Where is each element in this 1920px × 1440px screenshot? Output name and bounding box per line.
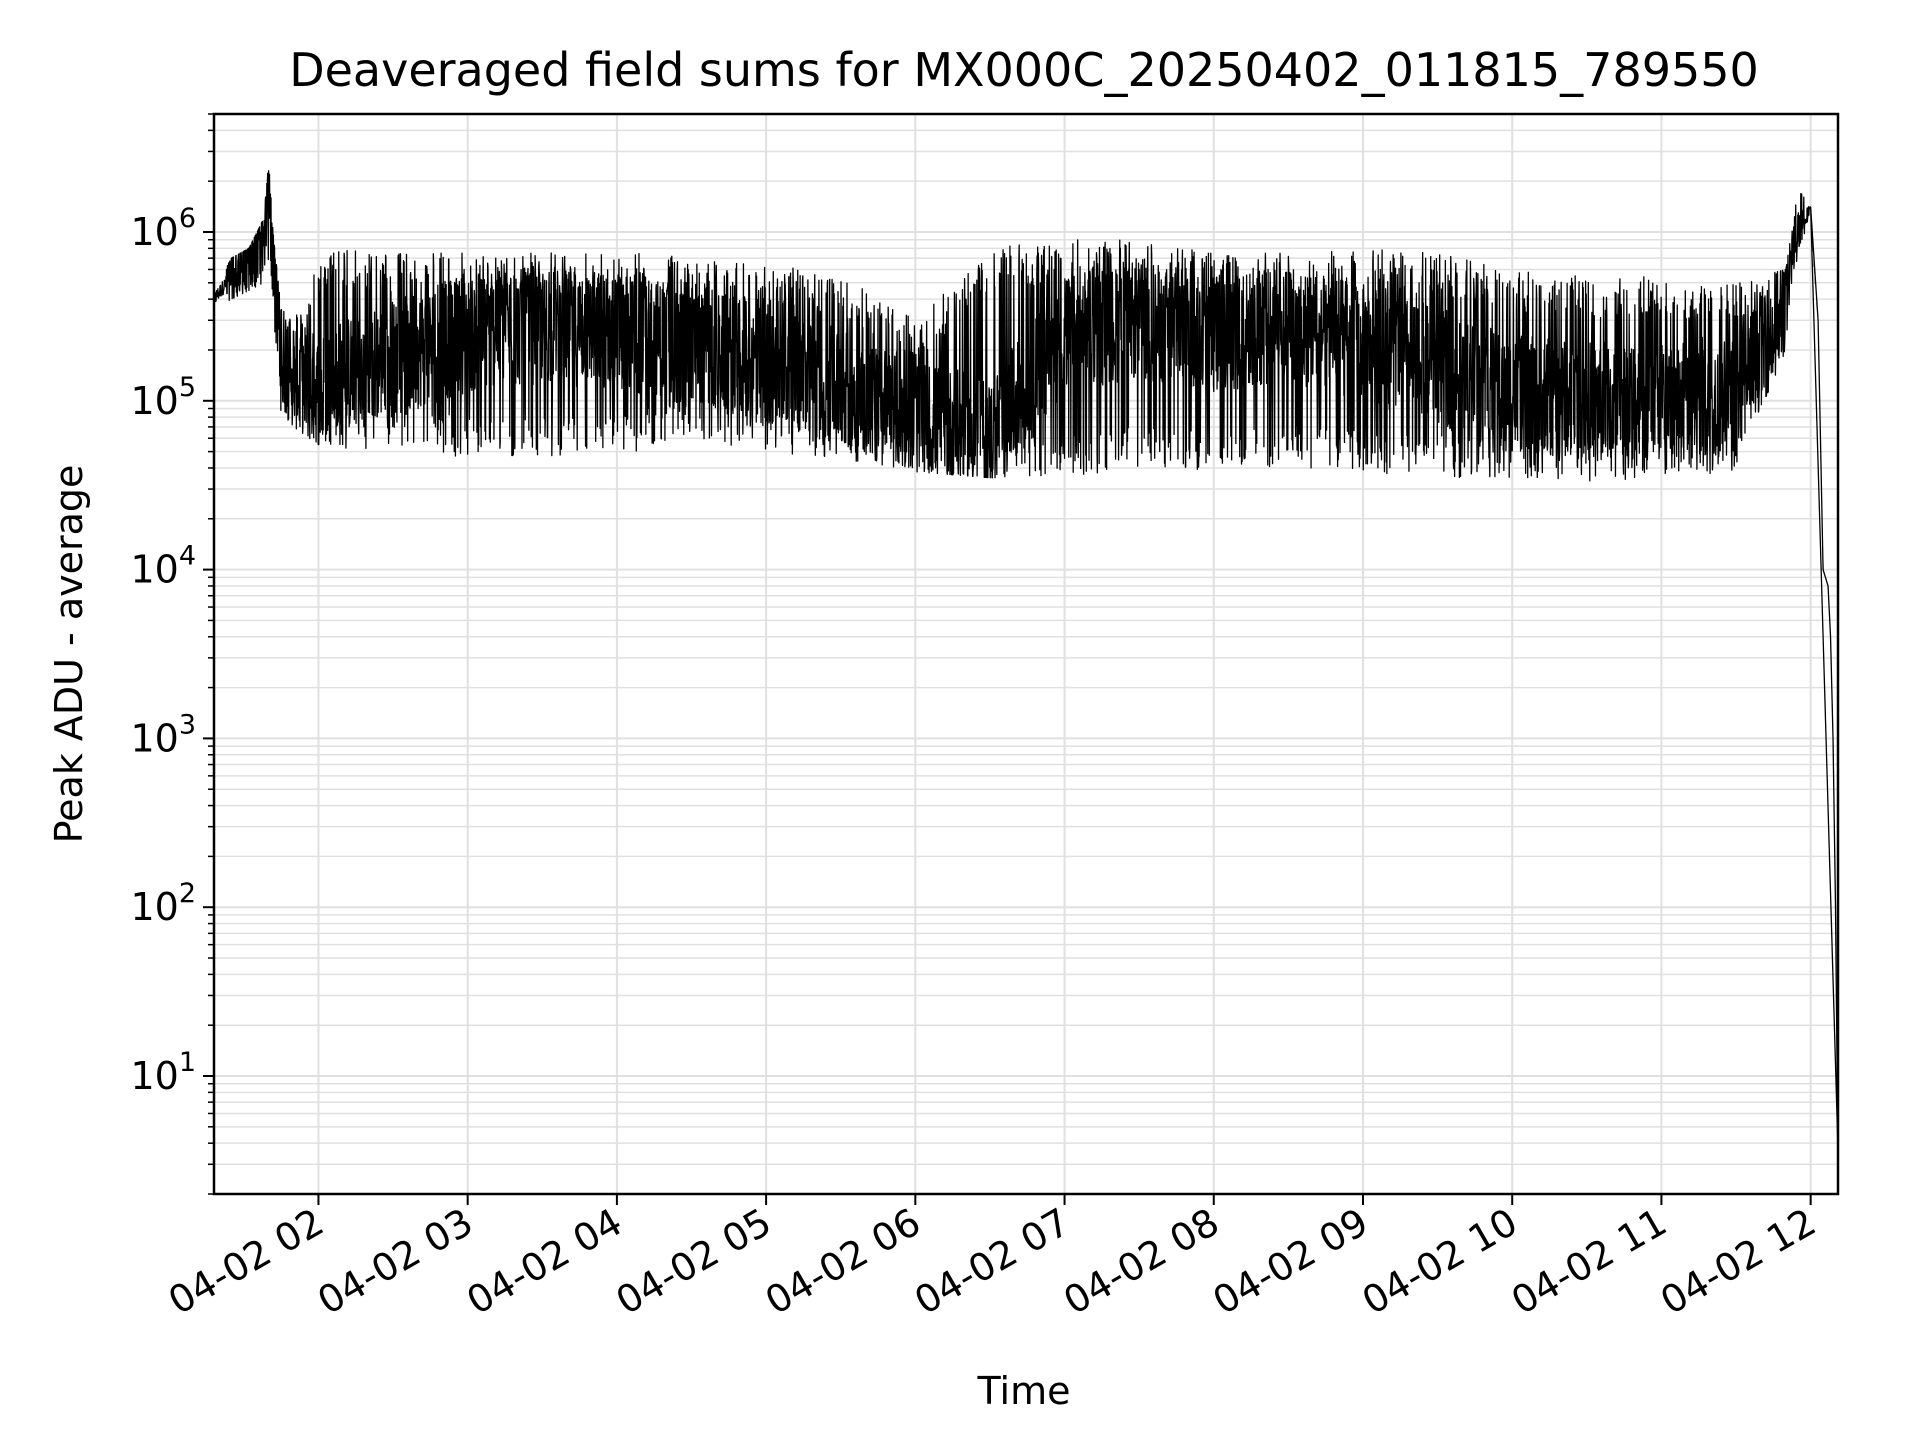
chart-title: Deaveraged field sums for MX000C_2025040… xyxy=(289,43,1759,97)
series-line xyxy=(213,170,1839,1165)
data-line xyxy=(213,170,1839,1165)
y-tick-label: 101 xyxy=(130,1047,196,1098)
plot-frame xyxy=(212,112,1840,1196)
y-tick-base: 10 xyxy=(130,1054,178,1098)
y-tick-exponent: 5 xyxy=(179,372,196,403)
y-tick-exponent: 1 xyxy=(179,1047,196,1078)
y-tick-exponent: 6 xyxy=(179,203,196,234)
y-tick-base: 10 xyxy=(130,716,178,760)
y-axis-label: Peak ADU - average xyxy=(47,465,91,844)
y-tick-label: 105 xyxy=(130,372,196,423)
y-tick-exponent: 4 xyxy=(179,541,196,572)
y-tick-base: 10 xyxy=(130,548,178,592)
y-tick-label: 103 xyxy=(130,709,196,760)
x-axis-label: Time xyxy=(977,1369,1071,1413)
y-tick-base: 10 xyxy=(130,210,178,254)
y-tick-label: 104 xyxy=(130,541,196,592)
y-tick-exponent: 2 xyxy=(179,878,196,909)
y-tick-base: 10 xyxy=(130,379,178,423)
y-tick-base: 10 xyxy=(130,885,178,929)
y-tick-label: 102 xyxy=(130,878,196,929)
y-tick-label: 106 xyxy=(130,203,196,254)
y-tick-exponent: 3 xyxy=(179,709,196,740)
